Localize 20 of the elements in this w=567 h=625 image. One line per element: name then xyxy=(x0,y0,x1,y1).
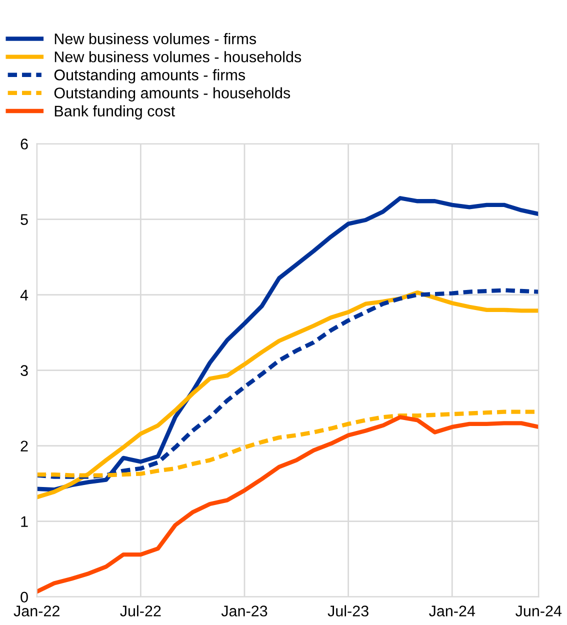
y-tick-label: 5 xyxy=(20,214,28,225)
x-tick-label: Jun-24 xyxy=(516,606,562,616)
x-tick-label: Jan-22 xyxy=(14,606,60,616)
y-tick-label: 0 xyxy=(20,592,28,603)
legend-label: Outstanding amounts - firms xyxy=(54,69,246,84)
x-tick-label: Jul-23 xyxy=(328,605,368,616)
x-tick-label: Jan-23 xyxy=(221,606,268,616)
legend-label: Bank funding cost xyxy=(54,105,176,120)
legend-label: New business volumes - firms xyxy=(54,33,256,44)
legend-label: Outstanding amounts - households xyxy=(54,87,290,102)
y-tick-label: 6 xyxy=(20,138,28,150)
y-tick-label: 4 xyxy=(20,290,28,300)
line-series xyxy=(36,196,539,492)
y-tick-label: 1 xyxy=(21,516,28,527)
x-tick-label: Jan-24 xyxy=(429,606,476,616)
line-series xyxy=(36,415,539,594)
x-tick-label: Jul-22 xyxy=(120,605,161,616)
legend-label: New business volumes - households xyxy=(54,51,302,62)
y-tick-label: 3 xyxy=(20,365,28,376)
y-tick-label: 2 xyxy=(20,440,28,452)
